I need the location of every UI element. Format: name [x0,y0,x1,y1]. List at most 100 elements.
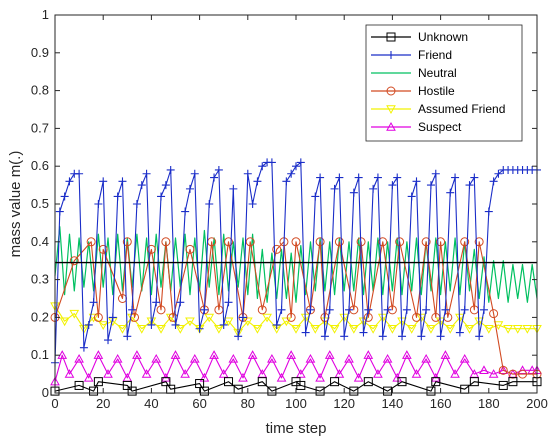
point-assumed-friend [291,325,301,334]
point-unknown [426,386,436,396]
point-friend [292,162,300,171]
point-unknown [330,377,340,387]
point-assumed-friend [136,325,147,334]
point-suspect [411,369,422,378]
point-friend [479,305,488,314]
point-friend [470,173,479,182]
point-friend [465,181,474,190]
point-friend [402,305,411,314]
point-hostile [474,237,484,247]
point-friend [489,177,498,186]
point-friend [60,192,69,201]
point-hostile [69,256,79,266]
y-tick-label: 1 [42,7,49,22]
point-assumed-friend [98,321,109,330]
point-suspect [382,353,393,363]
point-friend [205,200,214,208]
point-hostile [146,244,156,254]
point-friend [306,305,315,314]
point-unknown [296,380,306,390]
point-unknown [383,386,393,396]
point-suspect [373,369,383,378]
point-friend [176,298,185,307]
point-friend [248,200,257,208]
legend-item-suspect: Suspect [371,120,462,134]
point-suspect [488,369,499,378]
point-friend [388,181,397,190]
point-friend [229,184,238,193]
point-friend [316,173,325,182]
x-tick-label: 40 [144,396,158,411]
point-unknown [431,377,441,387]
point-friend [132,200,141,208]
y-tick-label: 0.1 [31,347,49,362]
y-tick-label: 0.2 [31,309,49,324]
point-hostile [315,237,325,247]
point-friend [65,177,74,186]
point-suspect [517,365,528,375]
point-friend [455,328,464,337]
point-hostile [156,305,166,315]
point-assumed-friend [387,325,398,334]
point-friend [190,169,199,178]
point-hostile [286,312,296,322]
point-suspect [238,372,248,382]
legend-label-suspect: Suspect [418,120,462,134]
legend: Unknown Friend Neutral Hostile Assumed Frien… [365,24,523,142]
legend-item-neutral: Neutral [371,66,457,80]
point-friend [426,181,435,190]
point-friend [349,188,358,197]
point-assumed-friend [445,325,456,334]
legend-label-friend: Friend [418,48,452,62]
point-assumed-friend [397,317,407,327]
point-suspect [64,369,75,378]
point-suspect [267,353,277,363]
point-suspect [344,353,354,363]
point-friend [113,192,122,201]
legend-marker-suspect [386,121,396,131]
point-friend [118,177,127,186]
point-friend [253,177,262,186]
point-friend [441,305,450,314]
point-suspect [57,350,68,359]
point-suspect [498,365,509,375]
point-suspect [440,350,451,359]
point-suspect [132,350,142,359]
point-unknown [89,386,99,396]
legend-item-hostile: Hostile [371,84,455,98]
point-assumed-friend [348,325,359,334]
point-friend [75,169,84,178]
point-friend [99,177,108,186]
point-hostile [489,309,499,319]
point-friend [214,165,223,174]
legend-label-unknown: Unknown [418,30,468,44]
point-suspect [527,365,538,375]
point-suspect [209,350,219,359]
point-hostile [224,237,234,247]
legend-item-unknown: Unknown [371,30,468,44]
point-assumed-friend [262,313,272,323]
series-line-suspect [54,354,537,382]
point-hostile [86,237,96,247]
point-friend [157,192,166,201]
point-assumed-friend [156,325,166,334]
point-hostile [161,237,171,247]
point-friend [243,169,252,178]
series-assumed-friend [50,302,542,338]
point-hostile [291,237,301,247]
point-friend [123,332,132,341]
point-hostile [93,312,103,322]
y-tick-label: 0.6 [31,158,49,173]
point-unknown [257,377,267,387]
x-tick-label: 120 [333,396,355,411]
point-assumed-friend [310,325,321,334]
point-friend [224,298,233,307]
point-friend [383,305,392,314]
y-tick-label: 0.8 [31,83,49,98]
point-friend [171,320,180,329]
y-tick-label: 0.5 [31,196,49,211]
point-friend [79,343,88,352]
point-friend [234,332,243,341]
point-assumed-friend [483,325,494,334]
y-tick-label: 0.7 [31,120,49,135]
